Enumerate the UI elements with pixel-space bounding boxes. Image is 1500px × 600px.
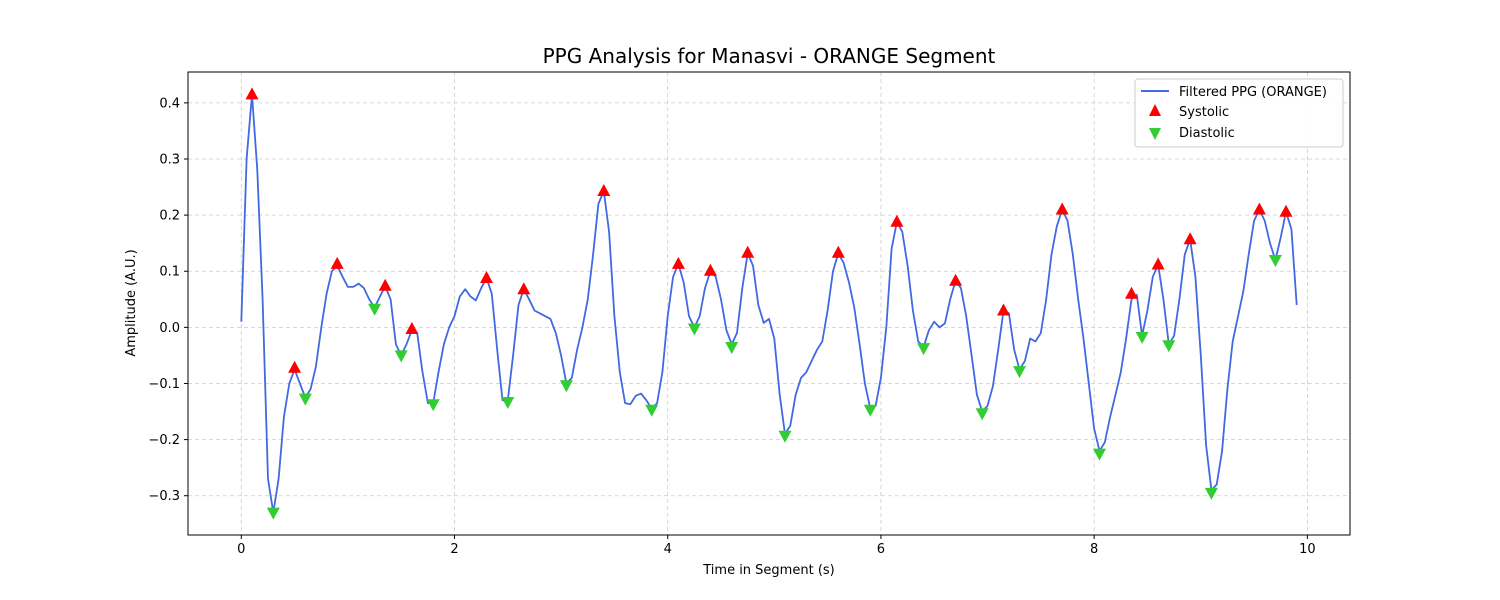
legend-label-diastolic: Diastolic bbox=[1179, 126, 1235, 141]
legend: Filtered PPG (ORANGE) Systolic Diastolic bbox=[1134, 78, 1344, 148]
legend-label-systolic: Systolic bbox=[1179, 105, 1229, 120]
grid-lines bbox=[188, 72, 1350, 535]
systolic-marker bbox=[1055, 202, 1069, 215]
systolic-marker bbox=[517, 282, 531, 295]
x-axis-label: Time in Segment (s) bbox=[702, 563, 834, 578]
systolic-marker bbox=[480, 271, 493, 283]
systolic-marker bbox=[597, 184, 611, 196]
plot-frame bbox=[187, 71, 1351, 536]
chart-title: PPG Analysis for Manasvi - ORANGE Segmen… bbox=[543, 44, 996, 68]
diastolic-marker bbox=[1093, 448, 1106, 461]
diastolic-marker bbox=[645, 404, 659, 417]
diastolic-marker bbox=[917, 343, 931, 356]
systolic-marker bbox=[1125, 286, 1138, 299]
legend-diastolic-marker bbox=[1149, 128, 1161, 140]
diastolic-marker bbox=[368, 303, 382, 316]
systolic-marker bbox=[741, 245, 755, 258]
systolic-marker bbox=[1151, 257, 1165, 270]
plot-area bbox=[188, 72, 1350, 535]
y-tick-label: 0.3 bbox=[159, 152, 180, 167]
systolic-marker bbox=[405, 322, 419, 334]
diastolic-marker bbox=[1135, 331, 1149, 344]
legend-systolic-marker bbox=[1149, 104, 1161, 116]
axis-ticks: 0 2 4 6 8 10 −0.3 −0.2 −0.1 0.0 0.1 0.2 0.3 0.4 bbox=[148, 96, 1315, 557]
systolic-marker bbox=[703, 263, 717, 276]
diastolic-marker bbox=[863, 404, 877, 417]
x-tick-label: 6 bbox=[877, 542, 885, 557]
y-tick-label: 0.0 bbox=[159, 321, 180, 336]
systolic-marker bbox=[890, 214, 904, 227]
x-tick-label: 8 bbox=[1090, 542, 1098, 557]
data-series bbox=[240, 87, 1298, 520]
diastolic-marker bbox=[1013, 366, 1026, 379]
x-tick-label: 2 bbox=[450, 542, 458, 557]
legend-box bbox=[1134, 78, 1344, 148]
diastolic-marker bbox=[975, 408, 989, 421]
y-tick-label: −0.2 bbox=[148, 433, 180, 448]
systolic-marker bbox=[671, 256, 685, 269]
x-tick-label: 4 bbox=[664, 542, 672, 557]
systolic-marker bbox=[330, 256, 344, 269]
diastolic-marker bbox=[266, 507, 280, 520]
x-tick-label: 0 bbox=[237, 542, 245, 557]
y-tick-label: 0.4 bbox=[159, 96, 180, 111]
diastolic-marker bbox=[298, 393, 312, 406]
diastolic-marker bbox=[426, 399, 440, 412]
diastolic-marker bbox=[1204, 487, 1218, 500]
diastolic-marker bbox=[394, 350, 408, 363]
systolic-marker bbox=[831, 245, 845, 258]
diastolic-marker bbox=[1268, 255, 1282, 267]
systolic-marker bbox=[949, 273, 963, 286]
x-tick-label: 10 bbox=[1299, 542, 1316, 557]
y-tick-label: 0.2 bbox=[159, 209, 180, 224]
diastolic-marker bbox=[559, 380, 573, 393]
y-tick-label: −0.3 bbox=[148, 489, 180, 504]
diastolic-marker bbox=[501, 397, 515, 409]
diastolic-marker bbox=[687, 323, 701, 336]
diastolic-marker bbox=[1162, 340, 1176, 353]
diastolic-marker bbox=[725, 342, 739, 354]
y-tick-label: 0.1 bbox=[159, 265, 180, 280]
systolic-marker bbox=[1279, 204, 1293, 217]
systolic-marker bbox=[245, 87, 259, 100]
systolic-marker bbox=[288, 360, 302, 373]
y-axis-label: Amplitude (A.U.) bbox=[124, 249, 139, 356]
systolic-marker bbox=[1183, 232, 1197, 245]
systolic-marker bbox=[378, 278, 392, 291]
legend-label-filtered-ppg: Filtered PPG (ORANGE) bbox=[1179, 85, 1327, 100]
systolic-marker bbox=[997, 303, 1010, 316]
diastolic-marker bbox=[778, 430, 792, 443]
y-tick-label: −0.1 bbox=[148, 377, 180, 392]
systolic-marker bbox=[1252, 202, 1266, 215]
